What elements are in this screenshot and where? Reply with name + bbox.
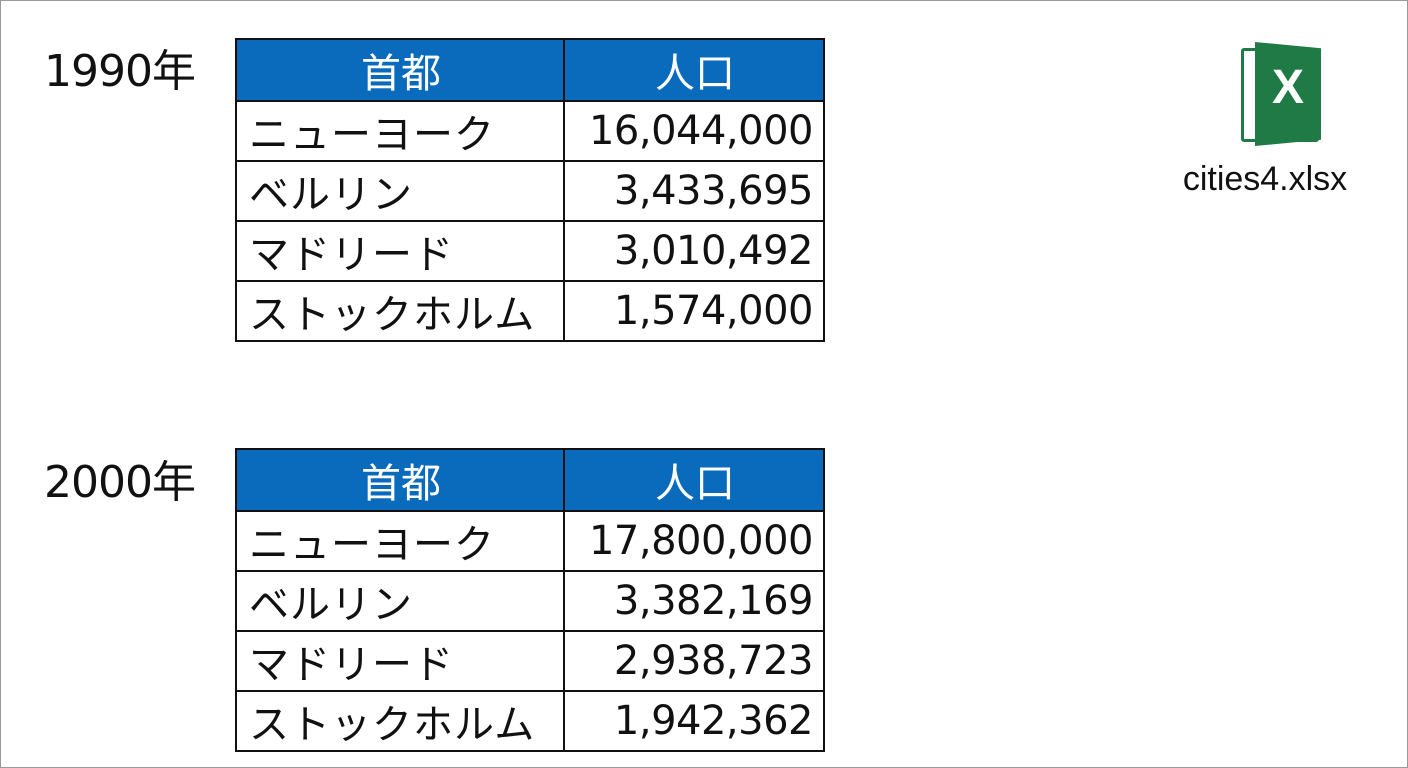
city-cell: マドリード	[235, 630, 565, 692]
excel-x-glyph: X	[1271, 61, 1304, 114]
column-header-population: 人口	[563, 448, 825, 512]
city-cell: ニューヨーク	[235, 100, 565, 162]
table-row: ニューヨーク 16,044,000	[235, 100, 825, 162]
file-name-label[interactable]: cities4.xlsx	[1182, 160, 1348, 198]
excel-file[interactable]: X cities4.xlsx	[1160, 42, 1370, 199]
column-header-capital: 首都	[235, 448, 565, 512]
table-header-row: 首都 人口	[235, 38, 825, 102]
table-row: ベルリン 3,433,695	[235, 160, 825, 222]
population-cell: 3,010,492	[563, 220, 825, 282]
table-row: ベルリン 3,382,169	[235, 570, 825, 632]
population-cell: 1,942,362	[563, 690, 825, 752]
city-cell: ベルリン	[235, 160, 565, 222]
population-cell: 3,382,169	[563, 570, 825, 632]
year-label-1990: 1990年	[44, 46, 196, 97]
city-cell: マドリード	[235, 220, 565, 282]
column-header-population: 人口	[563, 38, 825, 102]
table-row: ストックホルム 1,942,362	[235, 690, 825, 752]
population-cell: 17,800,000	[563, 510, 825, 572]
population-cell: 1,574,000	[563, 280, 825, 342]
population-cell: 2,938,723	[563, 630, 825, 692]
population-table-2000: 首都 人口 ニューヨーク 17,800,000 ベルリン 3,382,169 マ…	[235, 448, 825, 752]
excel-badge	[1255, 42, 1321, 146]
excel-icon[interactable]: X	[1209, 42, 1321, 146]
table-row: マドリード 3,010,492	[235, 220, 825, 282]
population-cell: 16,044,000	[563, 100, 825, 162]
table-header-row: 首都 人口	[235, 448, 825, 512]
city-cell: ベルリン	[235, 570, 565, 632]
year-label-2000: 2000年	[44, 457, 196, 508]
table-row: マドリード 2,938,723	[235, 630, 825, 692]
table-row: ニューヨーク 17,800,000	[235, 510, 825, 572]
table-row: ストックホルム 1,574,000	[235, 280, 825, 342]
population-cell: 3,433,695	[563, 160, 825, 222]
column-header-capital: 首都	[235, 38, 565, 102]
city-cell: ストックホルム	[235, 690, 565, 752]
city-cell: ストックホルム	[235, 280, 565, 342]
population-table-1990: 首都 人口 ニューヨーク 16,044,000 ベルリン 3,433,695 マ…	[235, 38, 825, 342]
city-cell: ニューヨーク	[235, 510, 565, 572]
